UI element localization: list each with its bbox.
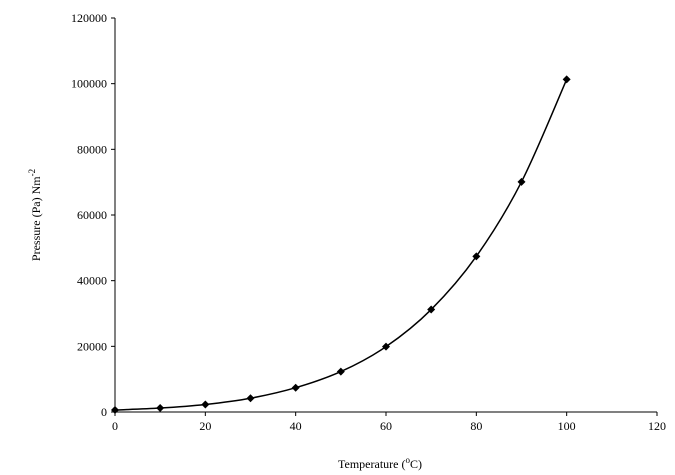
y-axis-label-text: Pressure (Pa) Nm <box>29 176 43 261</box>
x-tick-label: 20 <box>199 419 211 433</box>
point <box>201 400 209 408</box>
chart: Temperature (oC) Pressure (Pa) Nm-2 0200… <box>0 0 675 475</box>
x-tick-label: 0 <box>112 419 118 433</box>
y-tick-label: 120000 <box>71 11 107 25</box>
x-axis-label-text: C) <box>410 457 422 471</box>
point <box>111 406 119 414</box>
x-axis-label-text: Temperature ( <box>338 457 405 471</box>
y-tick-label: 40000 <box>77 274 107 288</box>
point <box>563 75 571 83</box>
point <box>156 404 164 412</box>
y-tick-label: 80000 <box>77 142 107 156</box>
point <box>292 384 300 392</box>
y-tick-label: 0 <box>101 405 107 419</box>
y-axis-label-sup: -2 <box>27 169 37 177</box>
x-tick-label: 120 <box>648 419 666 433</box>
x-axis-label: Temperature (oC) <box>338 455 422 471</box>
y-tick-label: 60000 <box>77 208 107 222</box>
x-tick-label: 60 <box>380 419 392 433</box>
x-tick-label: 80 <box>470 419 482 433</box>
x-tick-label: 100 <box>558 419 576 433</box>
y-axis-label: Pressure (Pa) Nm-2 <box>27 169 43 261</box>
point <box>337 368 345 376</box>
point <box>518 178 526 186</box>
point <box>247 394 255 402</box>
x-tick-label: 40 <box>290 419 302 433</box>
curve <box>115 79 567 410</box>
y-tick-label: 20000 <box>77 339 107 353</box>
y-tick-label: 100000 <box>71 77 107 91</box>
